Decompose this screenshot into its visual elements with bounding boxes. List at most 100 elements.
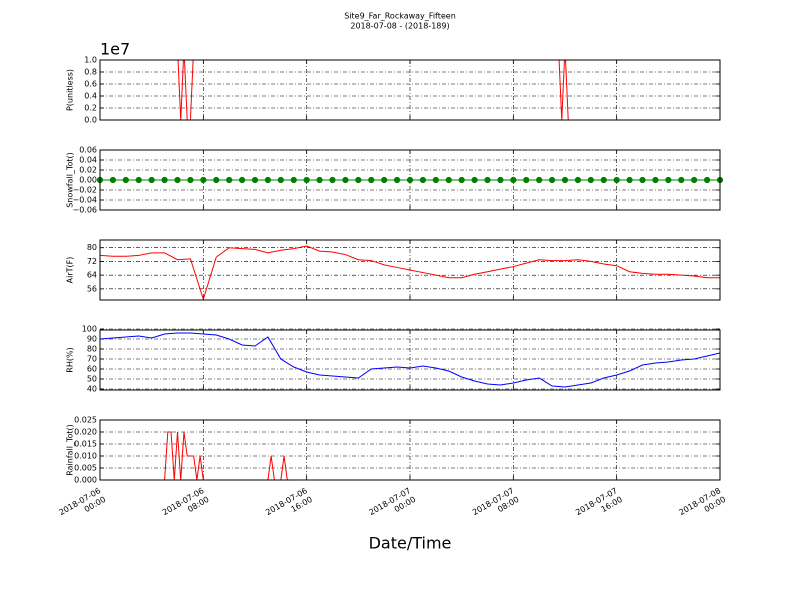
data-point xyxy=(703,176,711,184)
data-point xyxy=(329,176,336,184)
data-point xyxy=(264,176,272,184)
data-point xyxy=(368,176,375,184)
axes-frame xyxy=(99,149,721,211)
y-tick-label: 0.2 xyxy=(84,104,97,113)
data-point xyxy=(393,176,401,184)
y-tick-label: 0.00 xyxy=(79,176,97,185)
y-tick-label: −0.02 xyxy=(72,186,97,195)
y-tick-label: 70 xyxy=(87,355,97,364)
y-tick-label: 0.015 xyxy=(74,440,97,449)
data-point xyxy=(432,176,439,184)
data-point xyxy=(665,176,672,184)
y-tick-label: 100 xyxy=(82,325,97,334)
data-point xyxy=(213,176,220,184)
data-point xyxy=(497,176,504,184)
y-axis-label: P(unitless) xyxy=(66,69,75,111)
data-line xyxy=(100,332,720,388)
data-point xyxy=(277,176,284,184)
data-point xyxy=(678,176,685,184)
y-tick-label: 0.000 xyxy=(74,476,97,485)
y-tick-label: 60 xyxy=(87,365,97,374)
y-tick-label: −0.04 xyxy=(72,196,97,205)
data-line xyxy=(100,431,720,480)
y-tick-label: 90 xyxy=(87,335,97,344)
y-tick-label: 0.025 xyxy=(74,416,97,425)
data-point xyxy=(639,176,646,184)
y-tick-label: 50 xyxy=(87,375,97,384)
data-point xyxy=(652,176,659,184)
axes-frame xyxy=(99,329,721,391)
axes-frame xyxy=(99,59,721,121)
y-tick-label: 80 xyxy=(87,243,97,252)
data-point xyxy=(187,176,194,184)
y-tick-label: 0.020 xyxy=(74,428,97,437)
data-point xyxy=(161,176,168,184)
y-tick-label: 0.005 xyxy=(74,464,97,473)
data-point xyxy=(510,176,517,184)
data-point xyxy=(200,176,207,184)
data-point xyxy=(251,176,259,184)
data-point xyxy=(574,176,582,184)
data-point xyxy=(406,176,414,184)
y-tick-label: 0.04 xyxy=(79,156,97,165)
chart-subtitle: 2018-07-08 - (2018-189) xyxy=(350,22,449,31)
y-tick-label: −0.06 xyxy=(72,206,97,215)
data-point xyxy=(316,176,323,184)
axes-frame xyxy=(99,419,721,481)
data-point xyxy=(626,176,633,184)
data-point xyxy=(355,176,362,184)
data-point xyxy=(174,176,181,184)
y-tick-label: 64 xyxy=(87,271,97,280)
data-point xyxy=(342,176,349,184)
data-point xyxy=(471,176,478,184)
y-axis-label: AirT(F) xyxy=(66,257,75,284)
y-tick-label: 0.6 xyxy=(84,80,97,89)
y-tick-label: 72 xyxy=(87,257,97,266)
y-tick-label: 0.010 xyxy=(74,452,97,461)
y-tick-label: 0.0 xyxy=(84,116,97,125)
y-tick-label: 0.4 xyxy=(84,92,97,101)
axes-frame xyxy=(99,239,721,301)
y-tick-label: 40 xyxy=(87,385,97,394)
data-point xyxy=(587,176,594,184)
data-point xyxy=(458,176,465,184)
y-tick-label: 1.0 xyxy=(84,56,97,65)
data-line xyxy=(100,245,720,300)
data-point xyxy=(122,176,129,184)
y-axis-label: RH(%) xyxy=(66,347,75,372)
data-point xyxy=(290,176,297,184)
y-tick-label: 0.02 xyxy=(79,166,97,175)
data-point xyxy=(303,176,310,184)
data-point xyxy=(613,176,620,184)
data-point xyxy=(109,176,117,184)
data-point xyxy=(381,176,388,184)
y-tick-label: 80 xyxy=(87,345,97,354)
y-tick-label: 0.8 xyxy=(84,68,97,77)
data-point xyxy=(135,176,142,184)
data-point xyxy=(226,176,233,184)
data-point xyxy=(561,176,569,184)
y-tick-label: 56 xyxy=(87,284,97,293)
y-tick-label: 0.06 xyxy=(79,146,97,155)
y-axis-label: Rainfall_Tot() xyxy=(66,424,75,476)
chart-title: Site9_Far_Rockaway_Fifteen xyxy=(344,12,456,21)
data-point xyxy=(445,176,452,184)
data-point xyxy=(548,176,556,184)
y-axis-label: Snowfall_Tot() xyxy=(66,152,75,208)
data-point xyxy=(523,176,530,184)
data-point xyxy=(536,176,543,184)
data-point xyxy=(691,176,698,184)
data-point xyxy=(238,176,246,184)
data-point xyxy=(148,176,155,184)
offset-label: 1e7 xyxy=(100,40,130,59)
data-point xyxy=(484,176,491,184)
